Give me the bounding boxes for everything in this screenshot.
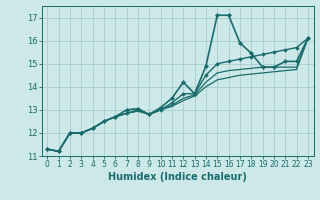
X-axis label: Humidex (Indice chaleur): Humidex (Indice chaleur): [108, 172, 247, 182]
